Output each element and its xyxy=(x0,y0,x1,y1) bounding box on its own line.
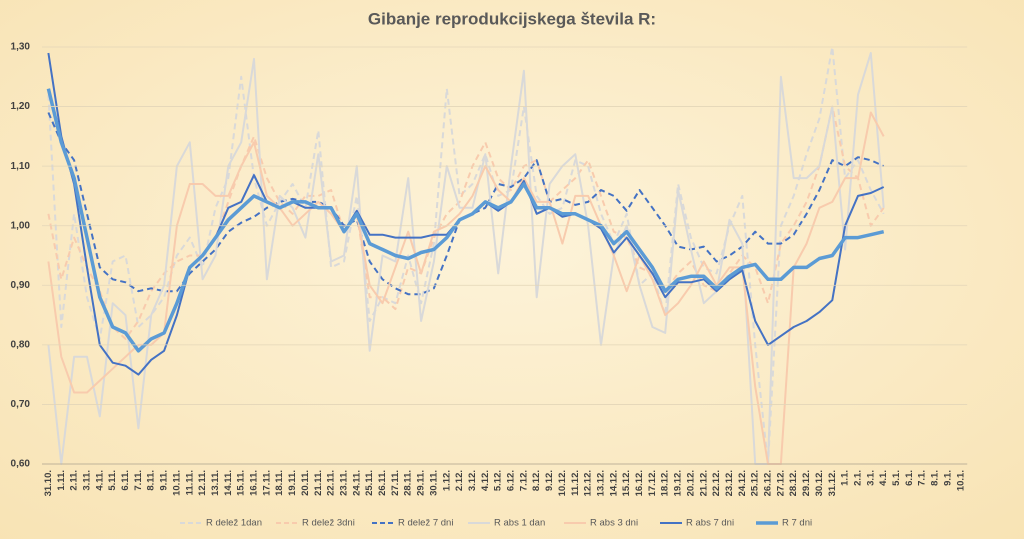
x-tick-label: 19.11. xyxy=(287,470,298,496)
x-tick-label: 16.11. xyxy=(249,470,260,496)
x-tick-label: 10.1. xyxy=(955,470,966,491)
x-tick-label: 24.12. xyxy=(737,470,748,496)
x-tick-label: 17.12. xyxy=(647,470,658,496)
x-tick-label: 9.12. xyxy=(544,470,555,491)
y-tick-label: 1,00 xyxy=(11,220,31,231)
legend-label: R delež 7 dni xyxy=(398,518,453,529)
x-tick-label: 14.12. xyxy=(608,470,619,496)
x-tick-label: 25.11. xyxy=(364,470,375,496)
y-tick-label: 0,70 xyxy=(11,399,31,410)
x-tick-label: 29.11. xyxy=(416,470,427,496)
x-tick-label: 18.12. xyxy=(660,470,671,496)
x-tick-label: 2.1. xyxy=(852,470,863,486)
x-tick-label: 13.11. xyxy=(210,470,221,496)
x-tick-label: 1.1. xyxy=(840,470,851,486)
chart-title: Gibanje reprodukcijskega števila R: xyxy=(368,9,656,28)
x-tick-label: 2.11. xyxy=(69,470,80,491)
y-tick-label: 1,30 xyxy=(11,42,31,53)
x-tick-label: 20.12. xyxy=(685,470,696,496)
x-tick-label: 15.11. xyxy=(236,470,247,496)
x-tick-label: 27.12. xyxy=(775,470,786,496)
x-tick-label: 20.11. xyxy=(300,470,311,496)
x-tick-label: 17.11. xyxy=(261,470,272,496)
legend-label: R abs 1 dan xyxy=(494,518,545,529)
series-line xyxy=(47,111,885,465)
x-tick-label: 12.12. xyxy=(583,470,594,496)
x-tick-label: 6.11. xyxy=(120,470,131,491)
x-tick-label: 12.11. xyxy=(197,470,208,496)
x-tick-label: 13.12. xyxy=(595,470,606,496)
series-line xyxy=(46,88,885,353)
x-tick-label: 8.12. xyxy=(531,470,542,491)
x-tick-label: 26.11. xyxy=(377,470,388,496)
x-tick-label: 1.11. xyxy=(56,470,67,491)
x-tick-label: 8.1. xyxy=(930,470,941,486)
x-tick-label: 4.11. xyxy=(94,470,105,491)
x-tick-label: 26.12. xyxy=(763,470,774,496)
x-tick-label: 9.11. xyxy=(159,470,170,491)
x-tick-label: 14.11. xyxy=(223,470,234,496)
x-tick-label: 3.1. xyxy=(865,470,876,486)
x-tick-label: 18.11. xyxy=(274,470,285,496)
legend-label: R abs 3 dni xyxy=(590,518,638,529)
y-tick-label: 1,10 xyxy=(11,161,31,172)
legend-label: R delež 1dan xyxy=(206,518,262,529)
x-tick-label: 3.11. xyxy=(81,470,92,491)
x-tick-label: 28.12. xyxy=(788,470,799,496)
x-tick-label: 24.11. xyxy=(351,470,362,496)
x-tick-label: 22.12. xyxy=(711,470,722,496)
series-line xyxy=(47,46,885,465)
x-tick-label: 23.12. xyxy=(724,470,735,496)
x-tick-label: 31.12. xyxy=(827,470,838,496)
x-tick-label: 1.12. xyxy=(441,470,452,491)
x-tick-label: 30.11. xyxy=(428,470,439,496)
x-tick-label: 23.11. xyxy=(338,470,349,496)
legend-label: R abs 7 dni xyxy=(686,518,734,529)
y-tick-label: 0,90 xyxy=(11,280,31,291)
x-tick-label: 19.12. xyxy=(673,470,684,496)
x-tick-label: 7.1. xyxy=(917,470,928,486)
x-tick-label: 22.11. xyxy=(326,470,337,496)
x-tick-label: 7.11. xyxy=(133,470,144,491)
x-tick-label: 28.11. xyxy=(403,470,414,496)
x-tick-label: 10.11. xyxy=(171,470,182,496)
x-tick-label: 4.12. xyxy=(480,470,491,491)
series-line xyxy=(47,105,885,340)
x-tick-label: 4.1. xyxy=(878,470,889,486)
x-tick-label: 6.12. xyxy=(506,470,517,491)
x-tick-label: 21.12. xyxy=(698,470,709,496)
x-tick-label: 15.12. xyxy=(621,470,632,496)
x-tick-label: 16.12. xyxy=(634,470,645,496)
y-tick-label: 0,80 xyxy=(11,339,31,350)
y-tick-label: 1,20 xyxy=(11,101,31,112)
x-tick-label: 8.11. xyxy=(146,470,157,491)
x-tick-label: 9.1. xyxy=(942,470,953,486)
x-tick-label: 7.12. xyxy=(518,470,529,491)
x-tick-label: 3.12. xyxy=(467,470,478,491)
x-tick-label: 11.12. xyxy=(570,470,581,496)
x-tick-label: 27.11. xyxy=(390,470,401,496)
x-tick-label: 31.10. xyxy=(43,470,54,496)
x-tick-label: 10.12. xyxy=(557,470,568,496)
x-tick-label: 21.11. xyxy=(313,470,324,496)
x-tick-label: 11.11. xyxy=(184,470,195,495)
x-tick-label: 5.12. xyxy=(493,470,504,491)
x-tick-label: 30.12. xyxy=(814,470,825,496)
y-tick-label: 0,60 xyxy=(11,459,31,470)
plot-area xyxy=(46,46,885,465)
x-tick-label: 29.12. xyxy=(801,470,812,496)
legend-label: R 7 dni xyxy=(782,518,812,529)
x-tick-label: 25.12. xyxy=(750,470,761,496)
x-tick-label: 5.1. xyxy=(891,470,902,486)
x-tick-label: 2.12. xyxy=(454,470,465,491)
x-tick-label: 6.1. xyxy=(904,470,915,486)
legend-label: R delež 3dni xyxy=(302,518,355,529)
x-tick-label: 5.11. xyxy=(107,470,118,491)
